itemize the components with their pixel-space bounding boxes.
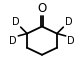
Text: D: D <box>9 36 17 46</box>
Text: D: D <box>65 17 72 27</box>
Text: O: O <box>37 2 47 15</box>
Text: D: D <box>67 36 75 46</box>
Text: D: D <box>12 17 19 27</box>
